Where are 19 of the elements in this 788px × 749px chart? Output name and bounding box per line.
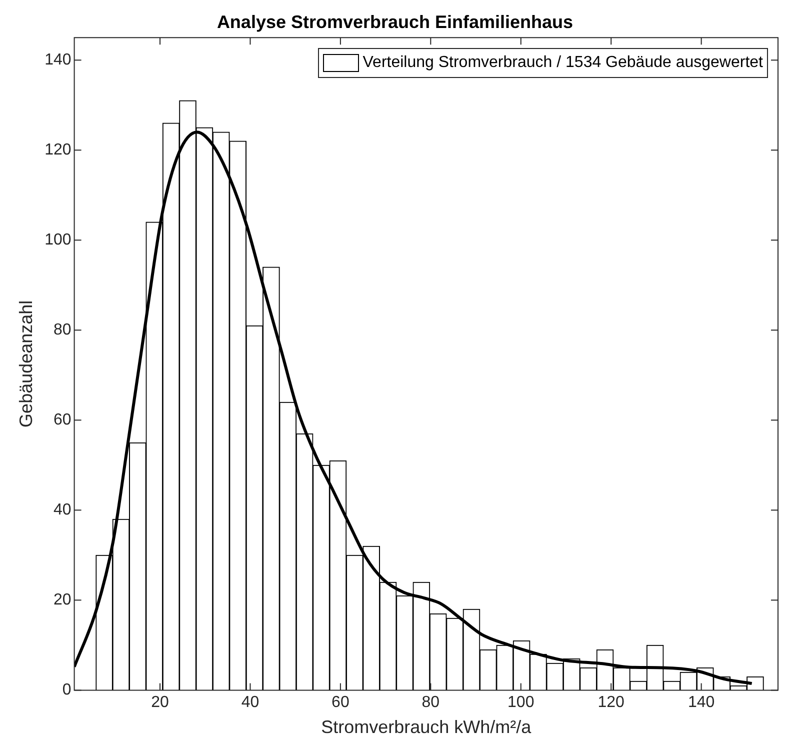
x-tick-label: 60 <box>332 694 350 712</box>
text: Verteilung Stromverbrauch / 1534 Gebäude ausgewertet <box>362 54 763 72</box>
x-tick-label: 120 <box>598 694 625 712</box>
y-tick-label: 20 <box>54 592 72 609</box>
x-tick-label: 140 <box>688 694 715 712</box>
x-tick-label: 100 <box>508 694 534 712</box>
y-tick-label: 80 <box>54 322 72 339</box>
x-tick-label: 20 <box>151 694 170 712</box>
y-tick-label: 60 <box>54 412 72 429</box>
x-tick-label: 80 <box>422 694 440 712</box>
y-tick-label: 100 <box>44 232 72 249</box>
chart-title: Analyse Stromverbrauch Einfamilienhaus <box>216 12 574 32</box>
x-axis-title: Stromverbrauch kWh/m²/a <box>321 717 532 738</box>
y-tick-label: 40 <box>54 502 72 519</box>
y-tick-label: 120 <box>44 142 72 159</box>
y-axis-title: Gebäudeanzahl <box>16 300 36 428</box>
y-tick-label: 0 <box>62 682 72 699</box>
x-tick-label: 40 <box>241 694 260 712</box>
y-tick-label: 140 <box>44 52 72 69</box>
